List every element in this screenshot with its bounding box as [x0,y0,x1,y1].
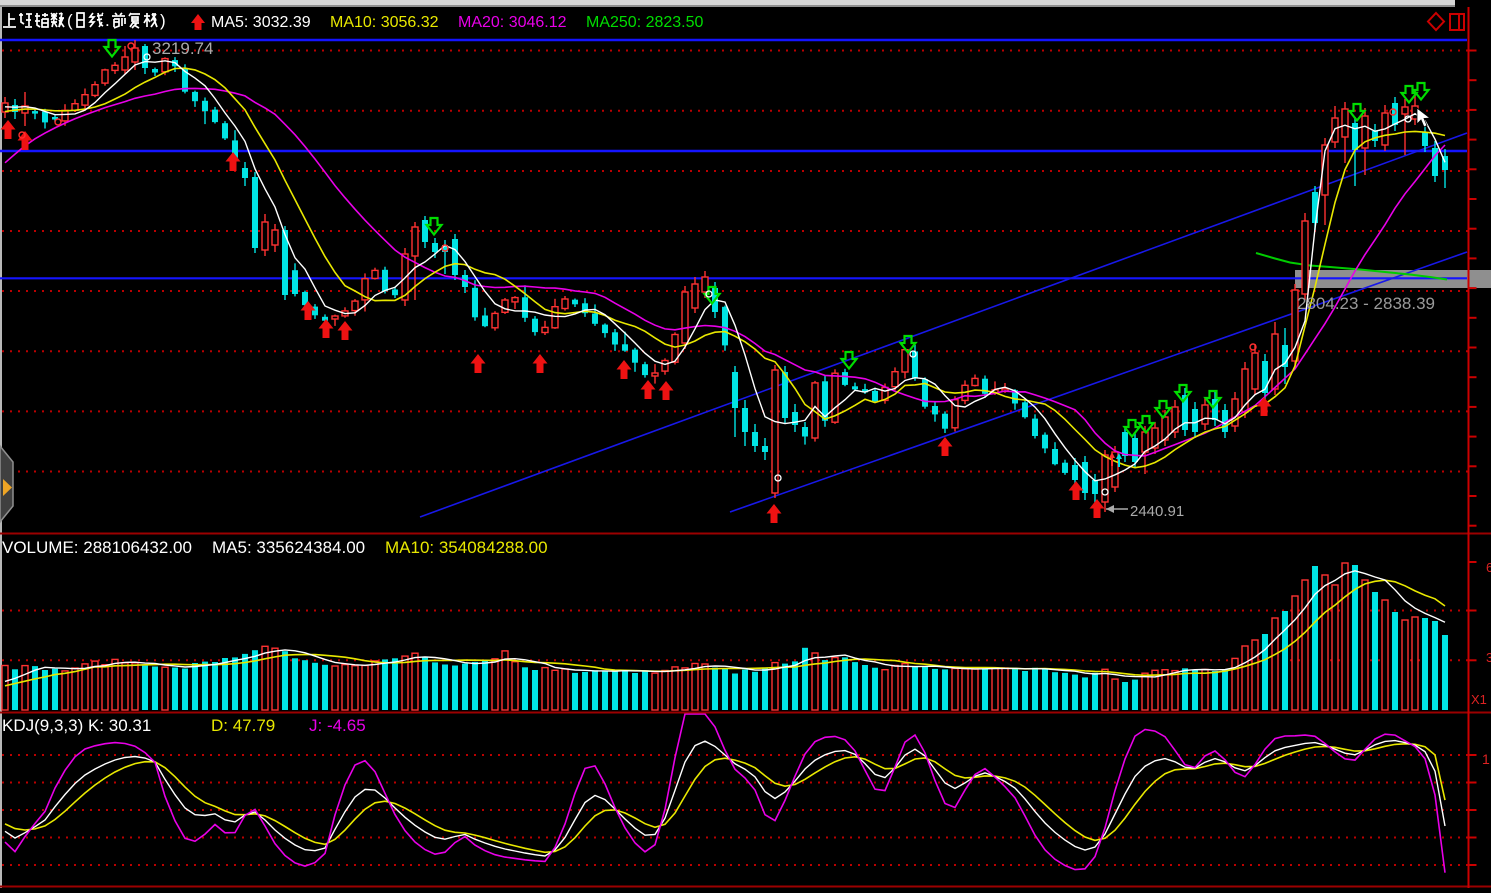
svg-text:2440.91: 2440.91 [1130,503,1184,520]
svg-text:6: 6 [1486,560,1491,575]
svg-text:2804.23 - 2838.39: 2804.23 - 2838.39 [1297,294,1435,313]
svg-text:J: -4.65: J: -4.65 [309,716,366,735]
svg-text:(: ( [67,11,73,30]
svg-text:MA10: 354084288.00: MA10: 354084288.00 [385,538,548,557]
svg-text:MA5: 335624384.00: MA5: 335624384.00 [212,538,365,557]
svg-text:MA10: 3056.32: MA10: 3056.32 [330,14,439,31]
svg-text:KDJ(9,3,3) K: 30.31: KDJ(9,3,3) K: 30.31 [2,716,151,735]
svg-text:1: 1 [1482,751,1490,767]
svg-text:MA250: 2823.50: MA250: 2823.50 [586,14,704,31]
svg-text:.: . [105,11,110,30]
svg-text:VOLUME: 288106432.00: VOLUME: 288106432.00 [2,538,192,557]
svg-text:MA5: 3032.39: MA5: 3032.39 [211,14,311,31]
svg-text:D: 47.79: D: 47.79 [211,716,275,735]
svg-text:3: 3 [1486,650,1491,665]
svg-text:MA20: 3046.12: MA20: 3046.12 [458,14,567,31]
svg-text:): ) [160,11,166,30]
svg-text:3219.74: 3219.74 [152,39,213,58]
svg-text:X1: X1 [1471,692,1487,707]
